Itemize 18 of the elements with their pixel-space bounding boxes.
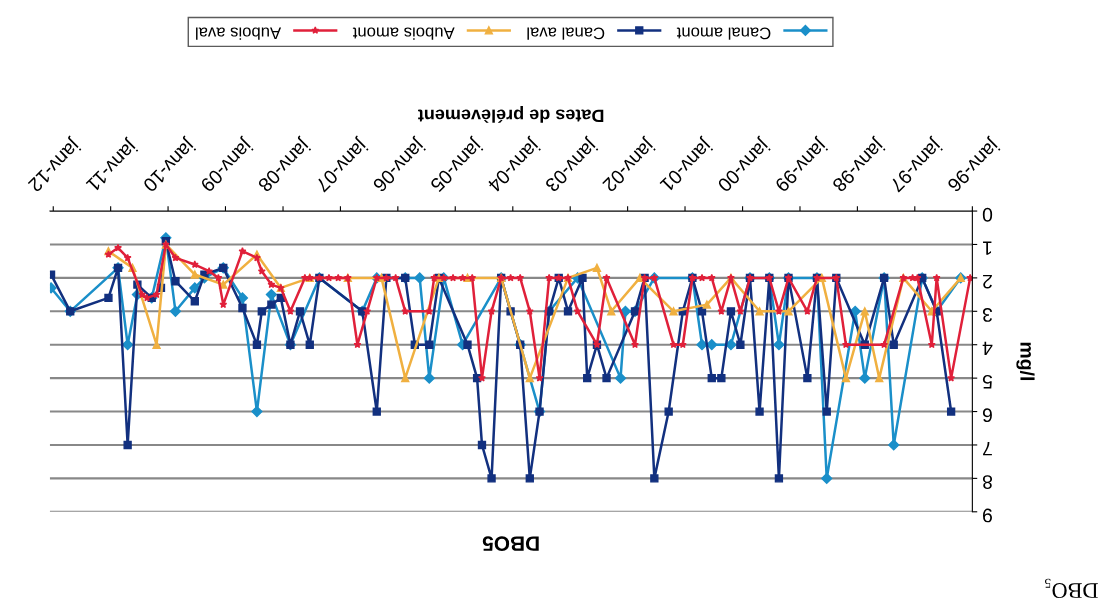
y-tick-label: 9 [983,508,992,523]
y-tick-label: 1 [983,241,992,255]
y-tick-label: 2 [983,274,992,289]
y-tick-label: 3 [982,308,993,322]
y-tick-label: 7 [983,441,992,456]
y-tick-label: 4 [982,341,993,356]
text: DBO5 [482,536,539,552]
y-tick-label: 5 [982,374,993,389]
legend-label: Canal amont [676,27,771,40]
x-axis-title: Dates de prélèvement [418,105,604,123]
legend-label: Canal aval [527,27,605,40]
legend-label: Aubois aval [196,27,282,40]
y-tick-label: 0 [982,207,993,222]
text: DBO₅ [1045,578,1098,599]
y-axis-title: mg/l [1016,342,1035,381]
y-tick-label: 6 [982,408,992,423]
legend-label: Aubois amont [352,27,455,40]
y-tick-label: 8 [982,475,993,489]
